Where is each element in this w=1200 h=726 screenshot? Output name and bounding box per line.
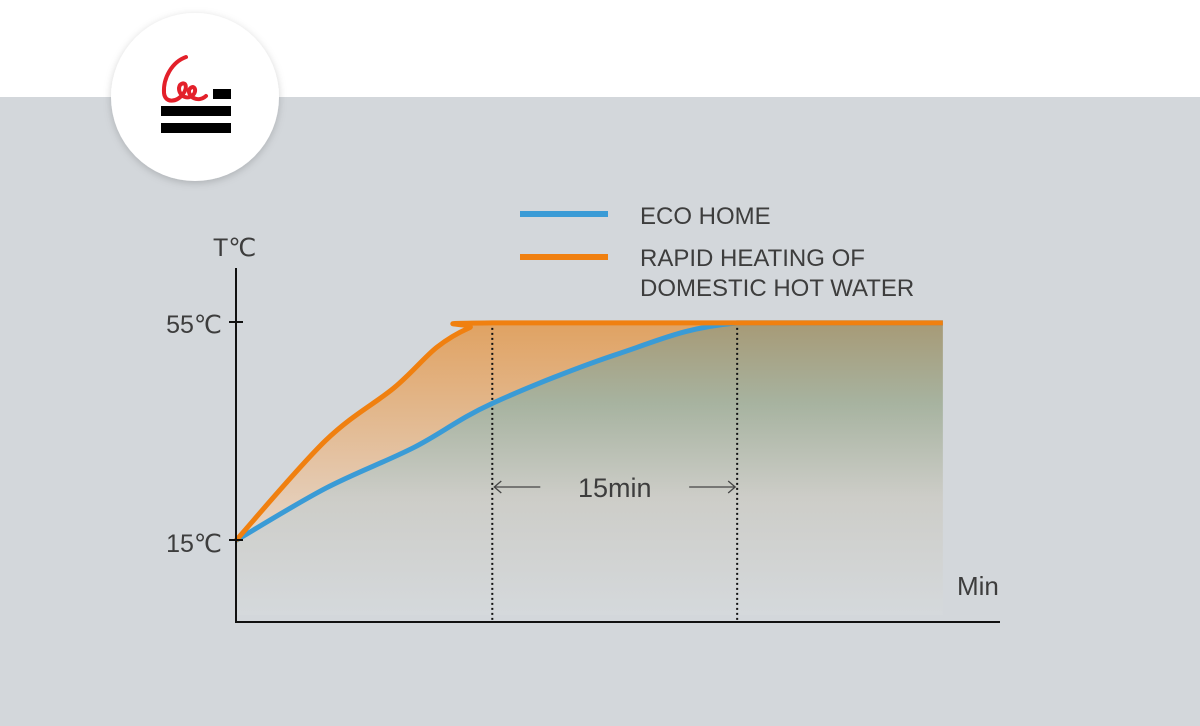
arrow-right-icon [727,480,737,494]
logo-bar [161,123,231,133]
x-axis-label: Min [957,571,999,601]
y-axis-label: T℃ [213,234,256,262]
y-tick-label-55: 55℃ [166,311,222,339]
y-tick-label-15: 15℃ [166,530,222,558]
legend-label-rapid-heating-line2: DOMESTIC HOT WATER [640,275,914,302]
logo-bar [161,106,231,116]
logo [111,13,279,181]
axes [229,268,1000,623]
logo-bar-small [213,89,231,99]
logo-script [161,55,208,103]
interval-label: 15min [578,473,652,503]
legend-label-eco-home: ECO HOME [640,203,771,230]
area-between-curves [236,322,943,541]
legend: ECO HOME RAPID HEATING OF DOMESTIC HOT W… [520,203,914,302]
arrow-left-icon [493,480,502,494]
series-line-rapid-heating [234,320,943,543]
interval-annotation: 15min [493,473,737,503]
legend-label-rapid-heating-line1: RAPID HEATING OF [640,245,865,272]
